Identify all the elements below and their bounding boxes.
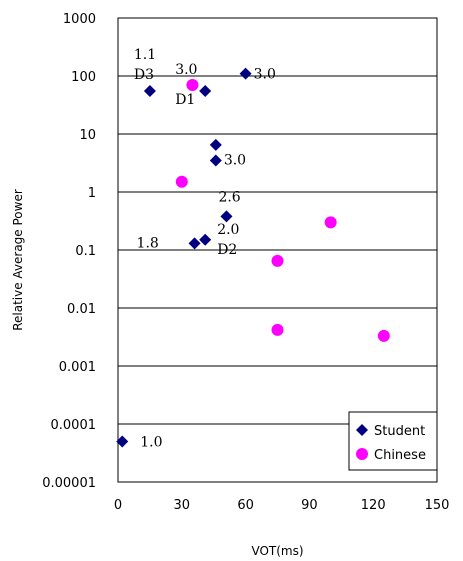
data-points xyxy=(116,67,390,448)
point-annotation: 1.0 xyxy=(140,434,162,450)
student-point xyxy=(199,233,212,246)
point-annotation: 1.1 xyxy=(134,47,156,63)
point-annotation: D2 xyxy=(217,242,237,258)
student-point xyxy=(143,85,156,98)
y-tick-label: 1000 xyxy=(63,12,96,27)
student-point xyxy=(116,435,129,448)
student-point xyxy=(209,154,222,167)
legend-chinese-marker xyxy=(356,448,368,460)
x-tick-label: 120 xyxy=(361,498,386,513)
student-point xyxy=(199,85,212,98)
student-point xyxy=(239,67,252,80)
point-annotation: 2.6 xyxy=(218,189,240,205)
student-point xyxy=(188,237,201,250)
legend-label: Chinese xyxy=(374,448,426,463)
y-tick-label: 0.001 xyxy=(59,360,96,375)
point-annotation: 3.0 xyxy=(224,152,246,168)
y-axis-ticks: 1000 100 10 1 0.1 0.01 0.001 0.0001 0.00001 xyxy=(42,12,96,491)
x-tick-label: 150 xyxy=(425,498,450,513)
x-tick-label: 90 xyxy=(301,498,318,513)
grid-lines xyxy=(118,75,437,425)
legend-box xyxy=(348,411,438,471)
legend-student-marker xyxy=(356,424,368,436)
x-tick-label: 60 xyxy=(237,498,254,513)
point-annotation: 1.8 xyxy=(137,235,159,251)
legend: Student Chinese xyxy=(348,411,438,471)
x-axis-label: VOT(ms) xyxy=(251,544,303,558)
student-point xyxy=(220,210,233,223)
chinese-point xyxy=(324,216,337,229)
point-annotation: 3.0 xyxy=(254,67,276,83)
student-point xyxy=(209,138,222,151)
y-tick-label: 10 xyxy=(79,128,96,143)
y-tick-label: 1 xyxy=(88,186,96,201)
x-axis-ticks: 0 30 60 90 120 150 xyxy=(114,498,450,513)
plot-area xyxy=(117,17,438,483)
chinese-point xyxy=(271,254,284,267)
point-annotation: 2.0 xyxy=(217,222,239,238)
x-tick-label: 30 xyxy=(174,498,191,513)
legend-label: Student xyxy=(374,424,425,439)
point-annotation: D3 xyxy=(134,67,154,83)
y-tick-label: 0.01 xyxy=(67,302,96,317)
y-tick-label: 0.1 xyxy=(75,244,96,259)
y-axis-label: Relative Average Power xyxy=(11,189,25,331)
y-tick-label: 100 xyxy=(71,70,96,85)
x-tick-label: 0 xyxy=(114,498,122,513)
chinese-point xyxy=(175,175,188,188)
chinese-point xyxy=(377,329,390,342)
y-tick-label: 0.00001 xyxy=(42,476,96,491)
point-annotation: D1 xyxy=(175,92,195,108)
y-tick-label: 0.0001 xyxy=(51,418,97,433)
chinese-point xyxy=(186,78,199,91)
chinese-point xyxy=(271,323,284,336)
point-annotation: 3.0 xyxy=(175,62,197,78)
point-annotations: 1.1 D3 3.0 D1 3.0 3.0 2.6 1.8 2.0 D2 1.0 xyxy=(134,47,276,450)
